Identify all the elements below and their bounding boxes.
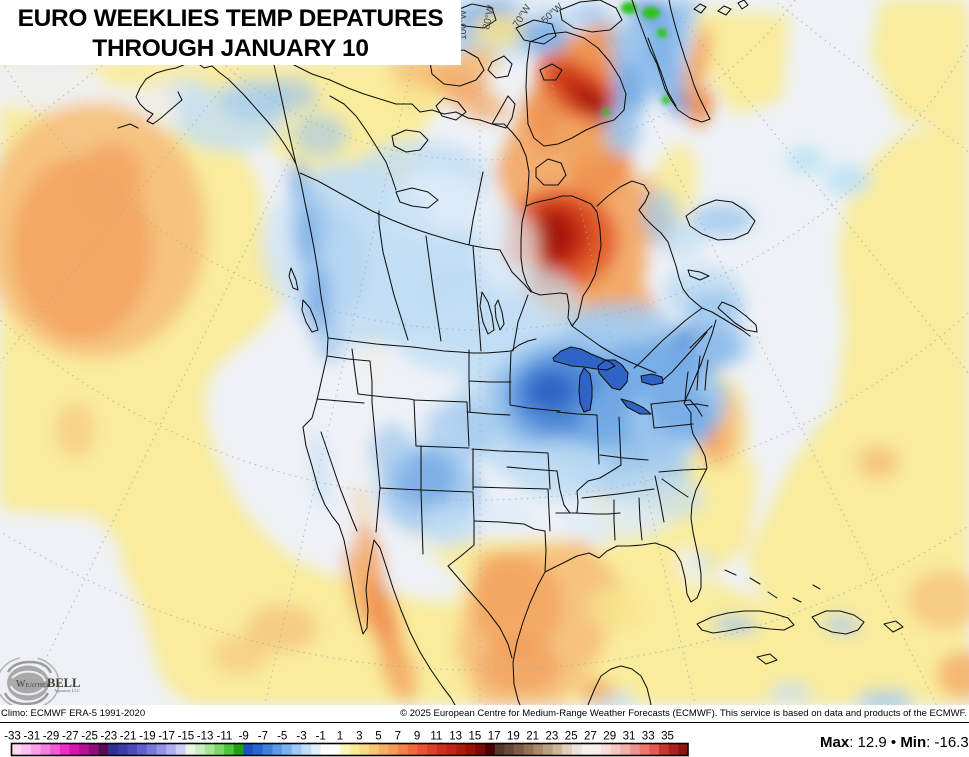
svg-text:-25: -25 [81, 731, 98, 743]
svg-text:Aquarius LLC: Aquarius LLC [54, 688, 80, 693]
svg-text:1: 1 [337, 731, 343, 743]
svg-text:11: 11 [430, 731, 442, 743]
svg-text:29: 29 [603, 731, 616, 743]
svg-text:-29: -29 [43, 731, 60, 743]
svg-text:7: 7 [395, 731, 401, 743]
svg-text:-31: -31 [23, 731, 40, 743]
svg-text:21: 21 [526, 731, 539, 743]
svg-text:80°W: 80°W [481, 4, 497, 31]
svg-text:-9: -9 [239, 731, 249, 743]
svg-text:3: 3 [356, 731, 362, 743]
svg-text:-23: -23 [100, 731, 117, 743]
svg-text:100°W: 100°W [458, 9, 469, 40]
svg-text:-27: -27 [62, 731, 79, 743]
svg-text:33: 33 [642, 731, 655, 743]
svg-text:-1: -1 [316, 731, 326, 743]
svg-text:-11: -11 [217, 731, 233, 743]
svg-text:19: 19 [507, 731, 520, 743]
svg-text:9: 9 [414, 731, 420, 743]
svg-text:31: 31 [623, 731, 636, 743]
svg-text:-15: -15 [178, 731, 195, 743]
svg-text:-7: -7 [258, 731, 268, 743]
svg-text:-21: -21 [120, 731, 137, 743]
svg-text:-5: -5 [277, 731, 287, 743]
svg-text:-33: -33 [4, 731, 21, 743]
svg-text:13: 13 [449, 731, 462, 743]
svg-text:BELL: BELL [47, 676, 80, 690]
svg-text:5: 5 [375, 731, 381, 743]
svg-text:WEATHER: WEATHER [16, 679, 51, 690]
svg-text:27: 27 [584, 731, 597, 743]
svg-text:17: 17 [488, 731, 501, 743]
svg-text:-17: -17 [158, 731, 175, 743]
svg-text:-19: -19 [139, 731, 156, 743]
svg-text:15: 15 [469, 731, 482, 743]
svg-text:23: 23 [546, 731, 559, 743]
svg-text:25: 25 [565, 731, 578, 743]
svg-text:35: 35 [661, 731, 674, 743]
svg-text:-3: -3 [296, 731, 306, 743]
svg-text:-13: -13 [197, 731, 214, 743]
